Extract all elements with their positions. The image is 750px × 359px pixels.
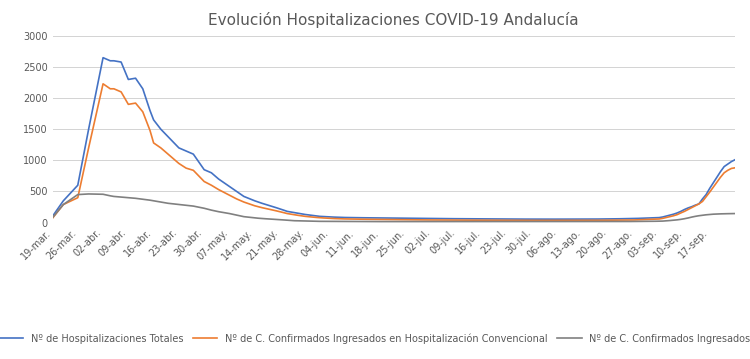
- Nº de C. Confirmados Ingresados en UCI.: [362, 219, 371, 224]
- Nº de C. Confirmados Ingresados en Hospitalización Convencional: [257, 205, 266, 210]
- Nº de C. Confirmados Ingresados en UCI.: [124, 196, 133, 200]
- Legend: Nº de Hospitalizaciones Totales, Nº de C. Confirmados Ingresados en Hospitalizac: Nº de Hospitalizaciones Totales, Nº de C…: [0, 330, 750, 346]
- Nº de Hospitalizaciones Totales: [98, 56, 107, 60]
- Nº de Hospitalizaciones Totales: [48, 214, 57, 219]
- Nº de C. Confirmados Ingresados en UCI.: [48, 215, 57, 220]
- Nº de Hospitalizaciones Totales: [211, 174, 220, 178]
- Nº de C. Confirmados Ingresados en UCI.: [84, 192, 93, 196]
- Nº de C. Confirmados Ingresados en Hospitalización Convencional: [48, 216, 57, 220]
- Nº de C. Confirmados Ingresados en UCI.: [394, 219, 404, 224]
- Nº de C. Confirmados Ingresados en Hospitalización Convencional: [98, 81, 107, 86]
- Line: Nº de Hospitalizaciones Totales: Nº de Hospitalizaciones Totales: [53, 58, 735, 219]
- Nº de C. Confirmados Ingresados en UCI.: [211, 209, 220, 213]
- Nº de Hospitalizaciones Totales: [124, 77, 133, 81]
- Nº de Hospitalizaciones Totales: [247, 197, 256, 201]
- Nº de C. Confirmados Ingresados en UCI.: [730, 211, 740, 216]
- Nº de C. Confirmados Ingresados en Hospitalización Convencional: [247, 202, 256, 207]
- Nº de C. Confirmados Ingresados en Hospitalización Convencional: [124, 102, 133, 107]
- Nº de Hospitalizaciones Totales: [257, 201, 266, 205]
- Nº de Hospitalizaciones Totales: [730, 158, 740, 162]
- Title: Evolución Hospitalizaciones COVID-19 Andalucía: Evolución Hospitalizaciones COVID-19 And…: [209, 12, 579, 28]
- Nº de C. Confirmados Ingresados en Hospitalización Convencional: [362, 217, 371, 222]
- Nº de C. Confirmados Ingresados en Hospitalización Convencional: [528, 218, 537, 223]
- Nº de C. Confirmados Ingresados en Hospitalización Convencional: [394, 218, 404, 222]
- Nº de Hospitalizaciones Totales: [528, 217, 537, 221]
- Nº de C. Confirmados Ingresados en UCI.: [257, 216, 266, 221]
- Nº de C. Confirmados Ingresados en Hospitalización Convencional: [211, 185, 220, 190]
- Nº de C. Confirmados Ingresados en UCI.: [247, 215, 256, 220]
- Line: Nº de C. Confirmados Ingresados en UCI.: Nº de C. Confirmados Ingresados en UCI.: [53, 194, 735, 222]
- Nº de Hospitalizaciones Totales: [394, 216, 404, 220]
- Nº de C. Confirmados Ingresados en UCI.: [427, 219, 436, 224]
- Nº de Hospitalizaciones Totales: [362, 216, 371, 220]
- Nº de C. Confirmados Ingresados en Hospitalización Convencional: [730, 165, 740, 170]
- Line: Nº de C. Confirmados Ingresados en Hospitalización Convencional: Nº de C. Confirmados Ingresados en Hospi…: [53, 84, 735, 220]
